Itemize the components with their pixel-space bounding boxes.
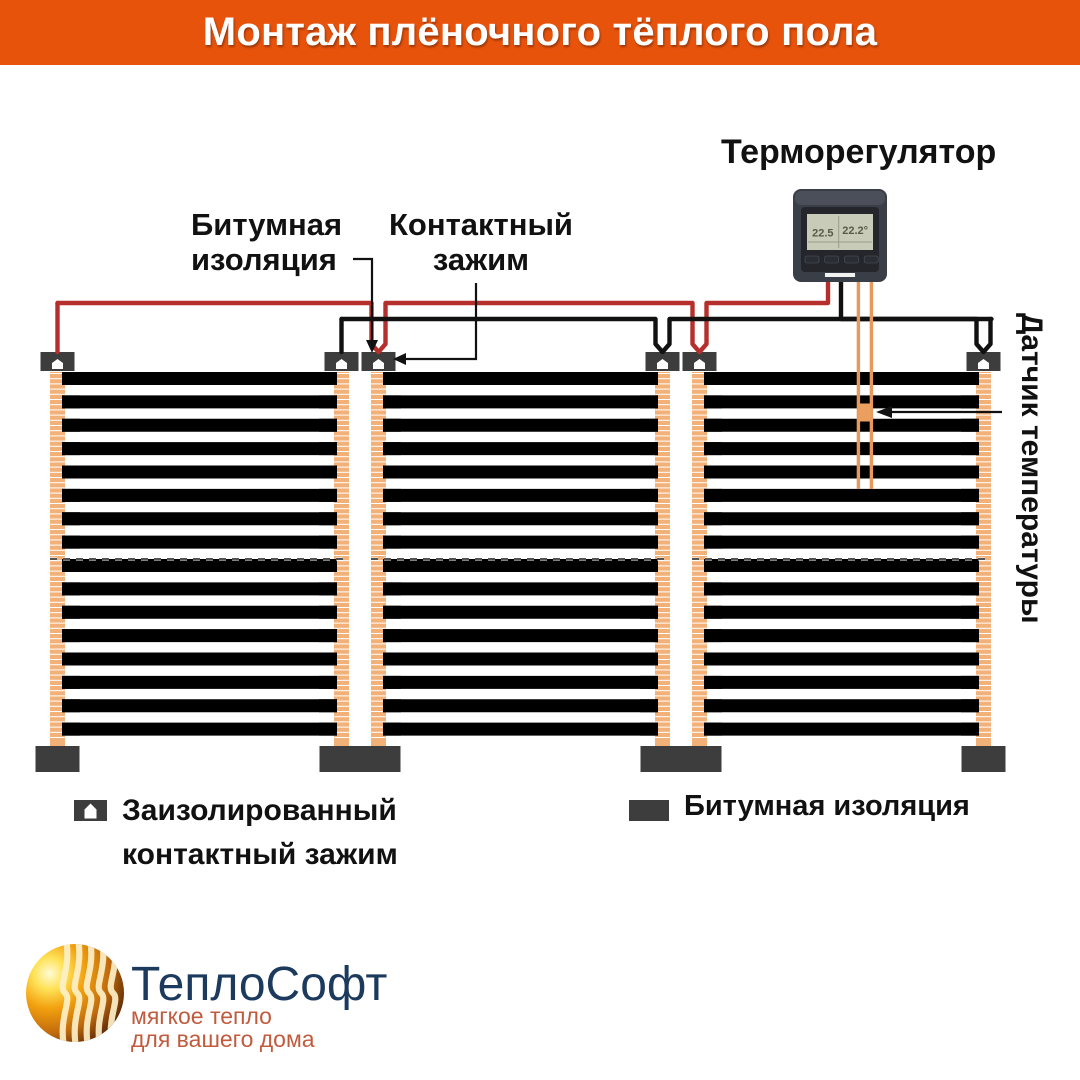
svg-text:для вашего дома: для вашего дома	[131, 1026, 315, 1052]
svg-text:контактный зажим: контактный зажим	[122, 838, 398, 871]
svg-text:Битумная изоляция: Битумная изоляция	[684, 790, 970, 822]
svg-text:Контактный: Контактный	[389, 207, 573, 242]
svg-text:Терморегулятор: Терморегулятор	[721, 133, 996, 171]
svg-text:22.2°: 22.2°	[842, 225, 868, 237]
svg-text:Заизолированный: Заизолированный	[122, 794, 397, 827]
svg-text:22.5: 22.5	[812, 227, 833, 239]
svg-text:Битумная: Битумная	[191, 207, 342, 242]
svg-text:изоляция: изоляция	[191, 242, 337, 277]
svg-text:Датчик температуры: Датчик температуры	[1015, 313, 1048, 624]
svg-text:зажим: зажим	[433, 242, 529, 277]
